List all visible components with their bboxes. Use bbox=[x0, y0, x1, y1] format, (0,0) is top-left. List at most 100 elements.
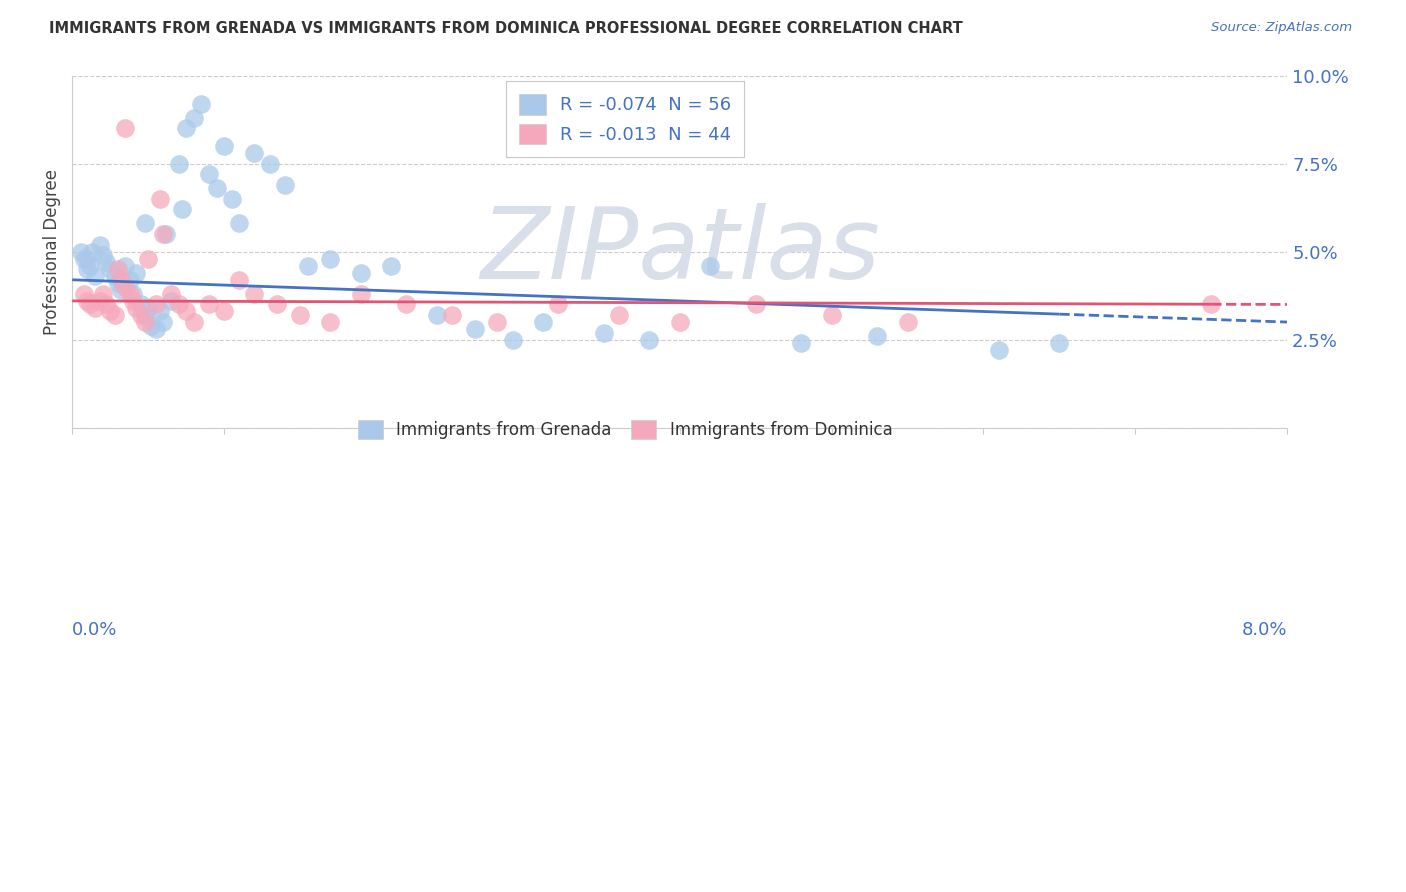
Point bbox=[118, 273, 141, 287]
Point bbox=[107, 277, 129, 291]
Point bbox=[380, 259, 402, 273]
Point bbox=[212, 304, 235, 318]
Point bbox=[129, 297, 152, 311]
Point bbox=[350, 286, 373, 301]
Point bbox=[129, 308, 152, 322]
Point bbox=[104, 308, 127, 322]
Point bbox=[136, 301, 159, 315]
Point bbox=[141, 318, 163, 333]
Point bbox=[134, 216, 156, 230]
Point bbox=[259, 156, 281, 170]
Point bbox=[319, 252, 342, 266]
Point bbox=[94, 255, 117, 269]
Point bbox=[149, 192, 172, 206]
Point bbox=[152, 315, 174, 329]
Point bbox=[228, 216, 250, 230]
Text: IMMIGRANTS FROM GRENADA VS IMMIGRANTS FROM DOMINICA PROFESSIONAL DEGREE CORRELAT: IMMIGRANTS FROM GRENADA VS IMMIGRANTS FR… bbox=[49, 21, 963, 37]
Legend: Immigrants from Grenada, Immigrants from Dominica: Immigrants from Grenada, Immigrants from… bbox=[352, 413, 898, 446]
Point bbox=[350, 266, 373, 280]
Point bbox=[547, 297, 569, 311]
Point bbox=[89, 237, 111, 252]
Point bbox=[183, 111, 205, 125]
Point bbox=[79, 259, 101, 273]
Point bbox=[70, 244, 93, 259]
Point bbox=[107, 262, 129, 277]
Point bbox=[125, 301, 148, 315]
Point bbox=[183, 315, 205, 329]
Point bbox=[174, 304, 197, 318]
Point bbox=[110, 273, 132, 287]
Point bbox=[486, 315, 509, 329]
Point bbox=[198, 297, 221, 311]
Point bbox=[502, 333, 524, 347]
Text: 0.0%: 0.0% bbox=[72, 622, 118, 640]
Point bbox=[104, 269, 127, 284]
Point bbox=[205, 181, 228, 195]
Point bbox=[190, 96, 212, 111]
Point bbox=[167, 156, 190, 170]
Point bbox=[80, 244, 103, 259]
Point bbox=[160, 293, 183, 308]
Text: ZIPatlas: ZIPatlas bbox=[479, 203, 880, 300]
Point bbox=[174, 121, 197, 136]
Point bbox=[114, 280, 136, 294]
Point bbox=[73, 286, 96, 301]
Point bbox=[243, 146, 266, 161]
Point bbox=[744, 297, 766, 311]
Point bbox=[76, 262, 98, 277]
Point bbox=[84, 301, 107, 315]
Point bbox=[98, 304, 121, 318]
Point bbox=[122, 293, 145, 308]
Point bbox=[266, 297, 288, 311]
Point bbox=[114, 121, 136, 136]
Point bbox=[134, 308, 156, 322]
Text: 8.0%: 8.0% bbox=[1241, 622, 1288, 640]
Point bbox=[395, 297, 418, 311]
Point bbox=[170, 202, 193, 217]
Point bbox=[987, 343, 1010, 358]
Point bbox=[699, 259, 721, 273]
Point bbox=[426, 308, 449, 322]
Point bbox=[91, 248, 114, 262]
Point bbox=[274, 178, 297, 192]
Point bbox=[288, 308, 311, 322]
Point bbox=[607, 308, 630, 322]
Point bbox=[98, 262, 121, 277]
Point bbox=[243, 286, 266, 301]
Point bbox=[1047, 336, 1070, 351]
Point bbox=[198, 167, 221, 181]
Point bbox=[110, 284, 132, 298]
Point bbox=[114, 259, 136, 273]
Point bbox=[167, 297, 190, 311]
Point bbox=[820, 308, 842, 322]
Y-axis label: Professional Degree: Professional Degree bbox=[44, 169, 60, 334]
Point bbox=[136, 252, 159, 266]
Point bbox=[91, 286, 114, 301]
Point bbox=[297, 259, 319, 273]
Point bbox=[440, 308, 463, 322]
Point bbox=[896, 315, 918, 329]
Point bbox=[94, 297, 117, 311]
Point bbox=[122, 286, 145, 301]
Point bbox=[866, 329, 889, 343]
Point bbox=[221, 192, 243, 206]
Point bbox=[790, 336, 813, 351]
Text: Source: ZipAtlas.com: Source: ZipAtlas.com bbox=[1212, 21, 1353, 35]
Point bbox=[638, 333, 661, 347]
Point bbox=[145, 297, 167, 311]
Point bbox=[464, 322, 486, 336]
Point bbox=[228, 273, 250, 287]
Point bbox=[84, 269, 107, 284]
Point bbox=[125, 266, 148, 280]
Point bbox=[1201, 297, 1223, 311]
Point bbox=[155, 227, 177, 241]
Point bbox=[160, 286, 183, 301]
Point bbox=[212, 139, 235, 153]
Point bbox=[134, 315, 156, 329]
Point bbox=[668, 315, 690, 329]
Point bbox=[319, 315, 342, 329]
Point bbox=[152, 227, 174, 241]
Point bbox=[79, 297, 101, 311]
Point bbox=[118, 286, 141, 301]
Point bbox=[145, 322, 167, 336]
